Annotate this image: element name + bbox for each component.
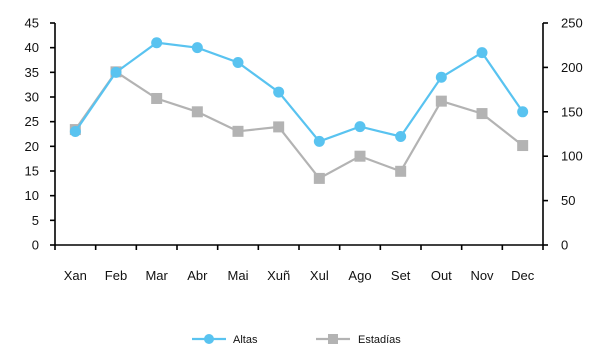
x-tick-label: Nov bbox=[470, 268, 494, 283]
data-point-estadias bbox=[191, 106, 203, 118]
data-point-estadias bbox=[517, 140, 529, 152]
x-tick-label: Xan bbox=[64, 268, 87, 283]
data-point-altas bbox=[110, 66, 122, 78]
x-axis: Xan Feb Mar Abr Mai Xuñ Xul Ago Set Out Nov Dec bbox=[54, 244, 544, 283]
x-tick-label: Set bbox=[391, 268, 411, 283]
data-point-altas bbox=[273, 86, 285, 98]
x-tick-label: Dec bbox=[511, 268, 535, 283]
x-tick-label: Feb bbox=[105, 268, 127, 283]
series-line-estadias bbox=[74, 70, 524, 180]
legend-label: Altas bbox=[233, 334, 258, 346]
data-point-estadias bbox=[476, 108, 488, 120]
x-tick-label: Xul bbox=[310, 268, 329, 283]
data-point-altas bbox=[313, 135, 325, 147]
data-point-altas bbox=[151, 37, 163, 49]
left-y-axis: 0 5 10 15 20 25 30 35 40 45 bbox=[25, 16, 56, 253]
right-y-axis: 0 50 100 150 200 250 bbox=[542, 16, 583, 253]
data-point-estadias bbox=[232, 125, 244, 137]
legend-marker-altas bbox=[204, 334, 214, 344]
right-tick-label: 50 bbox=[561, 193, 575, 208]
x-tick-label: Ago bbox=[348, 268, 371, 283]
legend: Altas Estadías bbox=[192, 334, 401, 346]
left-tick-label: 25 bbox=[25, 114, 39, 129]
series-line-altas bbox=[74, 41, 524, 143]
left-tick-label: 15 bbox=[25, 164, 39, 179]
data-point-estadias bbox=[273, 121, 285, 133]
x-tick-label: Out bbox=[431, 268, 452, 283]
data-point-altas bbox=[435, 71, 447, 83]
data-point-altas bbox=[232, 56, 244, 68]
data-point-estadias bbox=[435, 95, 447, 107]
x-tick-label: Mai bbox=[228, 268, 249, 283]
data-point-estadias bbox=[354, 150, 366, 162]
right-tick-label: 150 bbox=[561, 104, 583, 119]
right-tick-label: 0 bbox=[561, 238, 568, 253]
series-lines bbox=[69, 37, 529, 184]
legend-marker-estadias bbox=[328, 334, 338, 344]
right-tick-label: 100 bbox=[561, 149, 583, 164]
x-tick-label: Xuñ bbox=[267, 268, 290, 283]
left-tick-label: 20 bbox=[25, 139, 39, 154]
data-point-altas bbox=[354, 121, 366, 133]
data-point-altas bbox=[69, 126, 81, 138]
left-tick-label: 0 bbox=[32, 238, 39, 253]
data-point-altas bbox=[476, 47, 488, 59]
left-tick-label: 10 bbox=[25, 188, 39, 203]
data-point-altas bbox=[517, 106, 529, 118]
legend-label: Estadías bbox=[358, 334, 401, 346]
left-tick-label: 40 bbox=[25, 40, 39, 55]
data-point-altas bbox=[395, 130, 407, 142]
data-point-estadias bbox=[313, 172, 325, 184]
data-point-altas bbox=[191, 42, 203, 54]
left-tick-label: 35 bbox=[25, 65, 39, 80]
data-point-estadias bbox=[151, 92, 163, 104]
x-tick-label: Mar bbox=[145, 268, 168, 283]
left-tick-label: 45 bbox=[25, 16, 39, 31]
right-tick-label: 250 bbox=[561, 16, 583, 31]
right-tick-label: 200 bbox=[561, 60, 583, 75]
left-tick-label: 5 bbox=[32, 213, 39, 228]
left-tick-label: 30 bbox=[25, 90, 39, 105]
x-tick-label: Abr bbox=[187, 268, 208, 283]
data-point-estadias bbox=[395, 165, 407, 177]
